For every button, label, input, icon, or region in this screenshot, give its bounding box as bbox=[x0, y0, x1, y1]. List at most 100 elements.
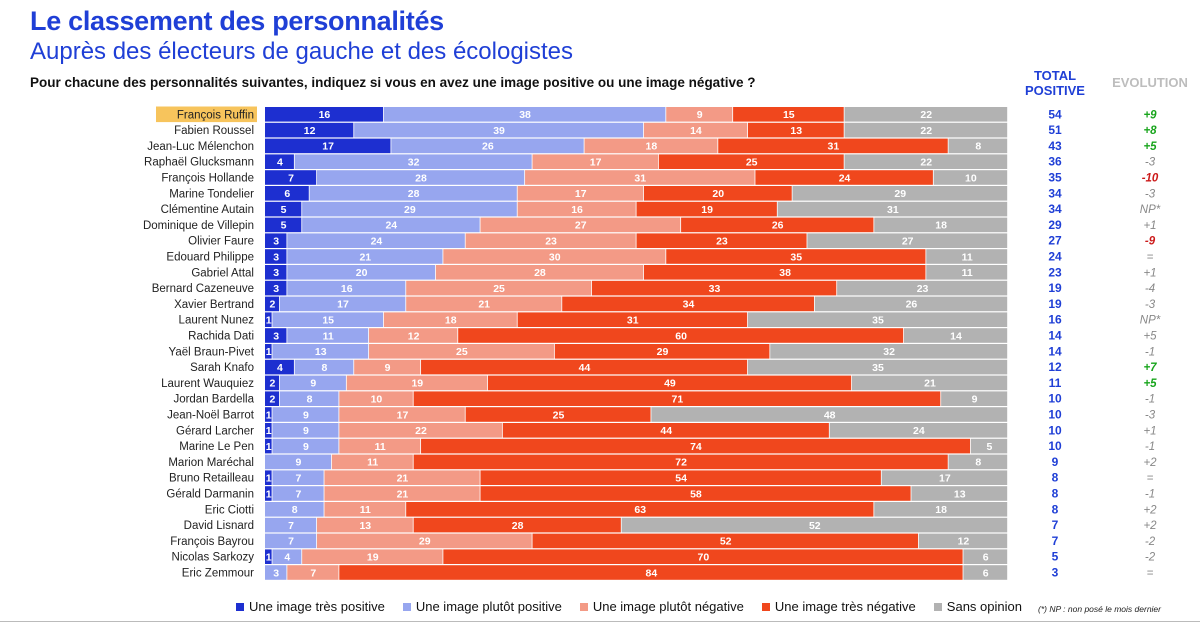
bar-value-rather_positive-francois-hollande: 28 bbox=[415, 172, 427, 184]
bar-very_positive-gabriel-attal bbox=[265, 265, 287, 280]
bar-value-very_negative-gerard-larcher: 44 bbox=[660, 425, 672, 437]
bar-value-very_negative-francois-ruffin: 15 bbox=[783, 109, 795, 121]
bar-rather_negative-bernard-cazeneuve bbox=[406, 280, 592, 296]
bar-rather_positive-laurent-nunez bbox=[272, 312, 384, 327]
bar-value-rather_positive-rachida-dati: 11 bbox=[323, 330, 334, 342]
bar-no_opinion-marion-marechal bbox=[948, 454, 1008, 470]
bar-very_negative-nicolas-sarkozy bbox=[443, 549, 963, 564]
bar-very_positive-clementine-autain bbox=[265, 201, 302, 217]
evolution-francois-hollande: -10 bbox=[1142, 173, 1159, 185]
bar-value-rather_negative-clementine-autain: 16 bbox=[571, 204, 583, 216]
total-positive-clementine-autain: 34 bbox=[1048, 202, 1062, 216]
bar-value-rather_positive-marion-marechal: 9 bbox=[296, 457, 302, 469]
bar-very_positive-jean-luc-melenchon bbox=[265, 138, 391, 154]
bar-value-very_negative-laurent-wauquiez: 49 bbox=[664, 378, 676, 390]
total-positive-laurent-wauquiez: 11 bbox=[1049, 376, 1062, 390]
evolution-nicolas-sarkozy: -2 bbox=[1145, 552, 1156, 564]
bar-value-rather_negative-gabriel-attal: 28 bbox=[534, 267, 546, 279]
bar-value-very_negative-xavier-bertrand: 34 bbox=[683, 299, 695, 311]
bar-no_opinion-marine-le-pen bbox=[970, 438, 1008, 454]
bar-no_opinion-jean-luc-melenchon bbox=[948, 138, 1008, 154]
bar-rather_positive-xavier-bertrand bbox=[279, 296, 406, 312]
legend-swatch-very-negative bbox=[761, 602, 770, 611]
bar-no_opinion-bruno-retailleau bbox=[881, 470, 1008, 485]
bar-very_negative-francois-hollande bbox=[755, 170, 933, 185]
bar-value-very_negative-gabriel-attal: 38 bbox=[779, 267, 791, 279]
bar-value-very_negative-eric-ciotti: 63 bbox=[634, 504, 646, 516]
bar-value-rather_positive-francois-bayrou: 7 bbox=[288, 536, 294, 548]
bar-value-very_negative-olivier-faure: 23 bbox=[716, 236, 728, 248]
category-label-gerard-larcher: Gérard Larcher bbox=[176, 425, 254, 437]
total-positive-gerald-darmanin: 8 bbox=[1052, 487, 1059, 501]
bar-rather_positive-clementine-autain bbox=[302, 201, 517, 217]
category-label-jean-luc-melenchon: Jean-Luc Mélenchon bbox=[147, 141, 254, 153]
bar-value-no_opinion-sarah-knafo: 35 bbox=[872, 362, 884, 374]
bar-no_opinion-edouard-philippe bbox=[926, 249, 1008, 264]
bar-very_negative-yael-braun-pivet bbox=[554, 344, 770, 359]
total-positive-jean-luc-melenchon: 43 bbox=[1048, 139, 1062, 153]
bar-value-very_negative-francois-hollande: 24 bbox=[839, 172, 851, 184]
bar-value-very_positive-francois-ruffin: 16 bbox=[319, 109, 331, 121]
bar-value-rather_negative-fabien-roussel: 14 bbox=[690, 125, 702, 137]
bar-rather_positive-eric-zemmour bbox=[265, 565, 287, 580]
bar-value-rather_positive-jean-noel-barrot: 9 bbox=[303, 409, 309, 421]
bar-value-very_negative-edouard-philippe: 35 bbox=[790, 251, 802, 263]
bar-value-rather_positive-clementine-autain: 29 bbox=[404, 204, 416, 216]
bar-value-no_opinion-laurent-wauquiez: 21 bbox=[924, 378, 936, 390]
bar-value-very_negative-fabien-roussel: 13 bbox=[790, 125, 802, 137]
bar-very_negative-francois-ruffin bbox=[733, 107, 844, 122]
bar-rather_negative-francois-bayrou bbox=[317, 533, 532, 549]
bar-very_negative-gerard-larcher bbox=[502, 423, 829, 438]
bar-very_negative-dominique-de-villepin bbox=[681, 217, 874, 233]
bar-value-rather_positive-edouard-philippe: 21 bbox=[359, 251, 371, 263]
bar-rather_negative-edouard-philippe bbox=[443, 249, 666, 264]
bar-rather_positive-david-lisnard bbox=[265, 517, 317, 533]
bar-very_negative-jean-luc-melenchon bbox=[718, 138, 948, 154]
bar-value-very_negative-francois-bayrou: 52 bbox=[720, 536, 732, 548]
bar-rather_negative-bruno-retailleau bbox=[324, 470, 480, 485]
bar-rather_positive-bruno-retailleau bbox=[272, 470, 324, 485]
bar-value-very_negative-clementine-autain: 19 bbox=[701, 204, 713, 216]
bar-no_opinion-olivier-faure bbox=[807, 233, 1008, 248]
bar-value-rather_positive-jean-luc-melenchon: 26 bbox=[482, 141, 494, 153]
bar-value-very_negative-jean-noel-barrot: 25 bbox=[553, 409, 565, 421]
total-positive-jean-noel-barrot: 10 bbox=[1048, 408, 1062, 422]
bar-very_positive-marine-le-pen bbox=[265, 438, 272, 454]
bar-very_negative-edouard-philippe bbox=[666, 249, 926, 264]
bar-value-no_opinion-gerald-darmanin: 13 bbox=[954, 488, 966, 500]
category-label-bruno-retailleau: Bruno Retailleau bbox=[169, 473, 254, 485]
evolution-eric-zemmour: = bbox=[1147, 568, 1154, 580]
legend-swatch-rather-negative bbox=[579, 602, 588, 611]
bar-no_opinion-eric-ciotti bbox=[874, 502, 1008, 517]
evolution-clementine-autain: NP* bbox=[1140, 204, 1161, 216]
bar-value-rather_positive-raphael-glucksmann: 32 bbox=[408, 157, 420, 169]
category-label-francois-ruffin: François Ruffin bbox=[177, 109, 254, 121]
bar-value-very_positive-sarah-knafo: 4 bbox=[277, 362, 283, 374]
bar-very_negative-olivier-faure bbox=[636, 233, 807, 248]
evolution-jordan-bardella: -1 bbox=[1145, 394, 1155, 406]
bar-rather_positive-marine-tondelier bbox=[309, 186, 517, 201]
bar-value-rather_positive-olivier-faure: 24 bbox=[371, 236, 383, 248]
bar-value-rather_negative-sarah-knafo: 9 bbox=[385, 362, 391, 374]
legend-item-rather-positive: Une image plutôt positive bbox=[402, 599, 562, 614]
bar-value-no_opinion-bruno-retailleau: 17 bbox=[939, 473, 951, 485]
total-positive-edouard-philippe: 24 bbox=[1048, 250, 1062, 264]
bar-very_positive-nicolas-sarkozy bbox=[265, 549, 272, 564]
bar-no_opinion-laurent-wauquiez bbox=[851, 375, 1008, 391]
bar-value-rather_negative-francois-bayrou: 29 bbox=[419, 536, 431, 548]
bar-value-very_negative-marine-tondelier: 20 bbox=[712, 188, 724, 200]
evolution-raphael-glucksmann: -3 bbox=[1145, 157, 1156, 169]
bar-very_negative-bruno-retailleau bbox=[480, 470, 881, 485]
bar-rather_positive-bernard-cazeneuve bbox=[287, 280, 406, 296]
bar-very_negative-jordan-bardella bbox=[413, 391, 941, 406]
total-positive-yael-braun-pivet: 14 bbox=[1048, 344, 1062, 358]
bar-no_opinion-marine-tondelier bbox=[792, 186, 1008, 201]
bar-very_positive-yael-braun-pivet bbox=[265, 344, 272, 359]
evolution-bruno-retailleau: = bbox=[1147, 473, 1154, 485]
bar-rather_positive-yael-braun-pivet bbox=[272, 344, 369, 359]
category-label-raphael-glucksmann: Raphaël Glucksmann bbox=[144, 157, 254, 169]
bar-rather_positive-olivier-faure bbox=[287, 233, 465, 248]
bar-value-rather_positive-laurent-nunez: 15 bbox=[322, 315, 334, 327]
total-positive-fabien-roussel: 51 bbox=[1048, 123, 1062, 137]
total-positive-eric-zemmour: 3 bbox=[1052, 566, 1059, 580]
